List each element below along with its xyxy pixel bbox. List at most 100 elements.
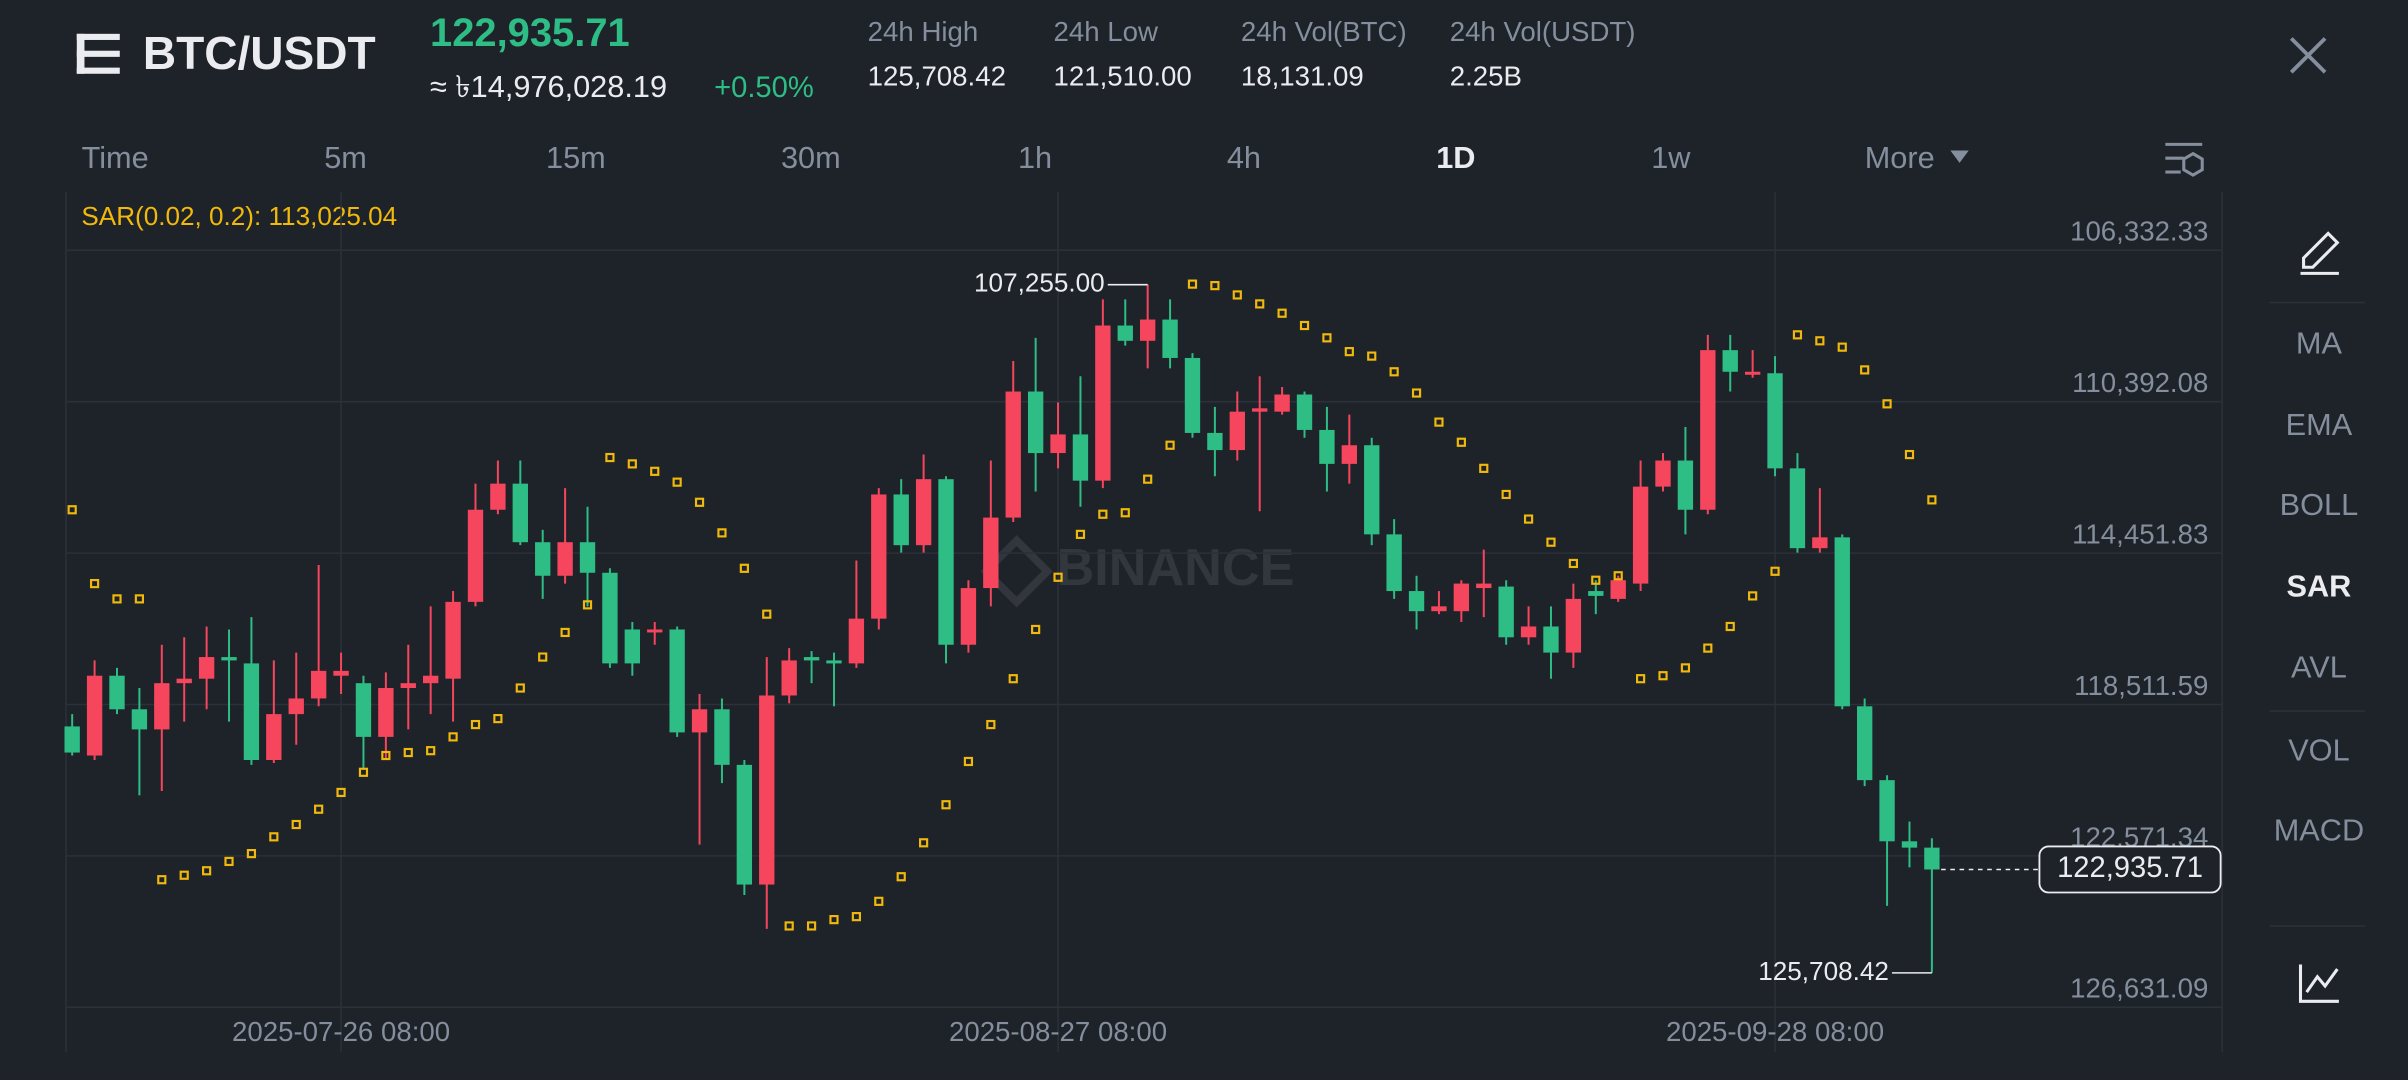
x-tick-label: 2025-07-26 08:00: [232, 1016, 450, 1047]
sar-dot: [1815, 336, 1825, 346]
candle-body: [198, 657, 215, 679]
stat-label: 24h High: [868, 16, 979, 47]
candle-body: [1767, 373, 1783, 469]
candle-body: [602, 572, 618, 664]
chart-settings-icon[interactable]: [2165, 142, 2204, 177]
sar-dot: [314, 804, 324, 814]
indicator-tool[interactable]: EMA: [2286, 407, 2353, 442]
candle-body: [310, 670, 327, 699]
icon-stroke: [2302, 231, 2340, 269]
candle-body: [624, 629, 641, 664]
fiat-price: ≈ ৳14,976,028.19: [430, 69, 667, 104]
timeframe-tab[interactable]: 15m: [546, 140, 606, 175]
icon-stroke: [2182, 151, 2204, 177]
sar-dot: [1411, 388, 1422, 398]
timeframe-tab[interactable]: 30m: [781, 140, 841, 175]
candle-body: [1879, 780, 1895, 842]
timeframe-tab[interactable]: Time: [82, 140, 149, 175]
menu-bar: [76, 33, 85, 74]
candle-body: [378, 688, 394, 737]
y-tick-label: 110,392.08: [2072, 367, 2208, 398]
sar-dot: [963, 756, 974, 767]
candle-body: [647, 629, 663, 633]
sar-dot: [493, 713, 503, 724]
candle-body: [1655, 460, 1671, 487]
timeframe-tab[interactable]: 4h: [1227, 140, 1261, 175]
more-caret[interactable]: [1950, 150, 1969, 163]
sar-dot: [1031, 624, 1041, 635]
candle-body: [1095, 325, 1111, 481]
candle-body: [1901, 841, 1918, 848]
stat-value: 18,131.09: [1241, 61, 1364, 92]
sar-dot: [1680, 663, 1691, 673]
candle-body: [1184, 357, 1201, 433]
sar-dot: [986, 719, 996, 730]
sar-dot: [336, 787, 346, 798]
stat-label: 24h Low: [1054, 16, 1159, 47]
sar-dot: [1748, 591, 1758, 601]
timeframe-tab[interactable]: 1D: [1436, 140, 1475, 175]
candle-body: [490, 483, 506, 510]
candle-body: [1588, 591, 1604, 596]
stat-value: 2.25B: [1450, 61, 1522, 92]
indicator-chart-icon[interactable]: [2298, 964, 2339, 1003]
candle-body: [512, 483, 528, 543]
timeframe-tab[interactable]: 1w: [1651, 140, 1691, 175]
candle-body: [1027, 391, 1044, 454]
candle-body: [1476, 583, 1492, 589]
indicator-tool[interactable]: BOLL: [2280, 487, 2359, 522]
annotation-label: 107,255.00: [974, 268, 1105, 298]
timeframe-tab[interactable]: 5m: [324, 140, 367, 175]
candle-body: [1005, 391, 1021, 518]
sar-dot: [470, 719, 481, 730]
candle-body: [1431, 606, 1447, 612]
indicator-tool[interactable]: MA: [2296, 326, 2343, 361]
sar-dot: [224, 856, 234, 867]
candle-body: [1834, 537, 1850, 707]
candle-body: [131, 709, 148, 730]
sar-dot: [1479, 463, 1489, 473]
indicator-tool[interactable]: VOL: [2288, 733, 2349, 768]
sar-dot: [1501, 489, 1511, 500]
candle-body: [1408, 591, 1425, 612]
draw-tool-icon[interactable]: [2300, 231, 2340, 275]
sar-dot: [560, 627, 570, 638]
candle-body: [243, 663, 260, 760]
sar-dot: [582, 600, 593, 610]
timeframe-tab[interactable]: More: [1865, 140, 1935, 175]
indicator-tool[interactable]: AVL: [2291, 650, 2347, 685]
candle-body: [154, 683, 170, 730]
timeframe-tab[interactable]: 1h: [1018, 140, 1052, 175]
candle-body: [467, 509, 484, 602]
sar-dot: [1389, 367, 1399, 377]
symbol[interactable]: BTC/USDT: [143, 27, 376, 79]
candle-body: [221, 657, 237, 661]
sar-dot: [89, 578, 100, 589]
candle-body: [1252, 408, 1268, 412]
sar-dot: [672, 477, 682, 487]
sar-dot: [627, 459, 637, 469]
y-tick-label: 118,511.59: [2074, 670, 2208, 701]
sar-dot: [1456, 437, 1466, 447]
sar-dot: [358, 767, 369, 777]
candle-body: [871, 494, 887, 619]
indicator-tool[interactable]: MACD: [2274, 813, 2364, 848]
close-button[interactable]: [2289, 37, 2327, 74]
sar-dot: [179, 870, 189, 880]
candle-body: [1856, 706, 1873, 781]
candle-body: [1386, 534, 1402, 592]
candle-body: [960, 588, 977, 645]
candle-body: [1543, 626, 1559, 653]
sar-dot: [1725, 621, 1735, 632]
candle-body: [938, 479, 954, 645]
sar-dot: [1434, 417, 1444, 427]
sar-dot: [1367, 351, 1377, 361]
stat-value: 121,510.00: [1054, 61, 1192, 92]
indicator-tool[interactable]: SAR: [2287, 568, 2352, 603]
y-tick-label: 106,332.33: [2070, 216, 2208, 247]
menu-icon[interactable]: [76, 33, 120, 74]
candle-body: [109, 675, 125, 710]
x-tick-label: 2025-08-27 08:00: [949, 1016, 1167, 1047]
candle-body: [445, 601, 461, 679]
